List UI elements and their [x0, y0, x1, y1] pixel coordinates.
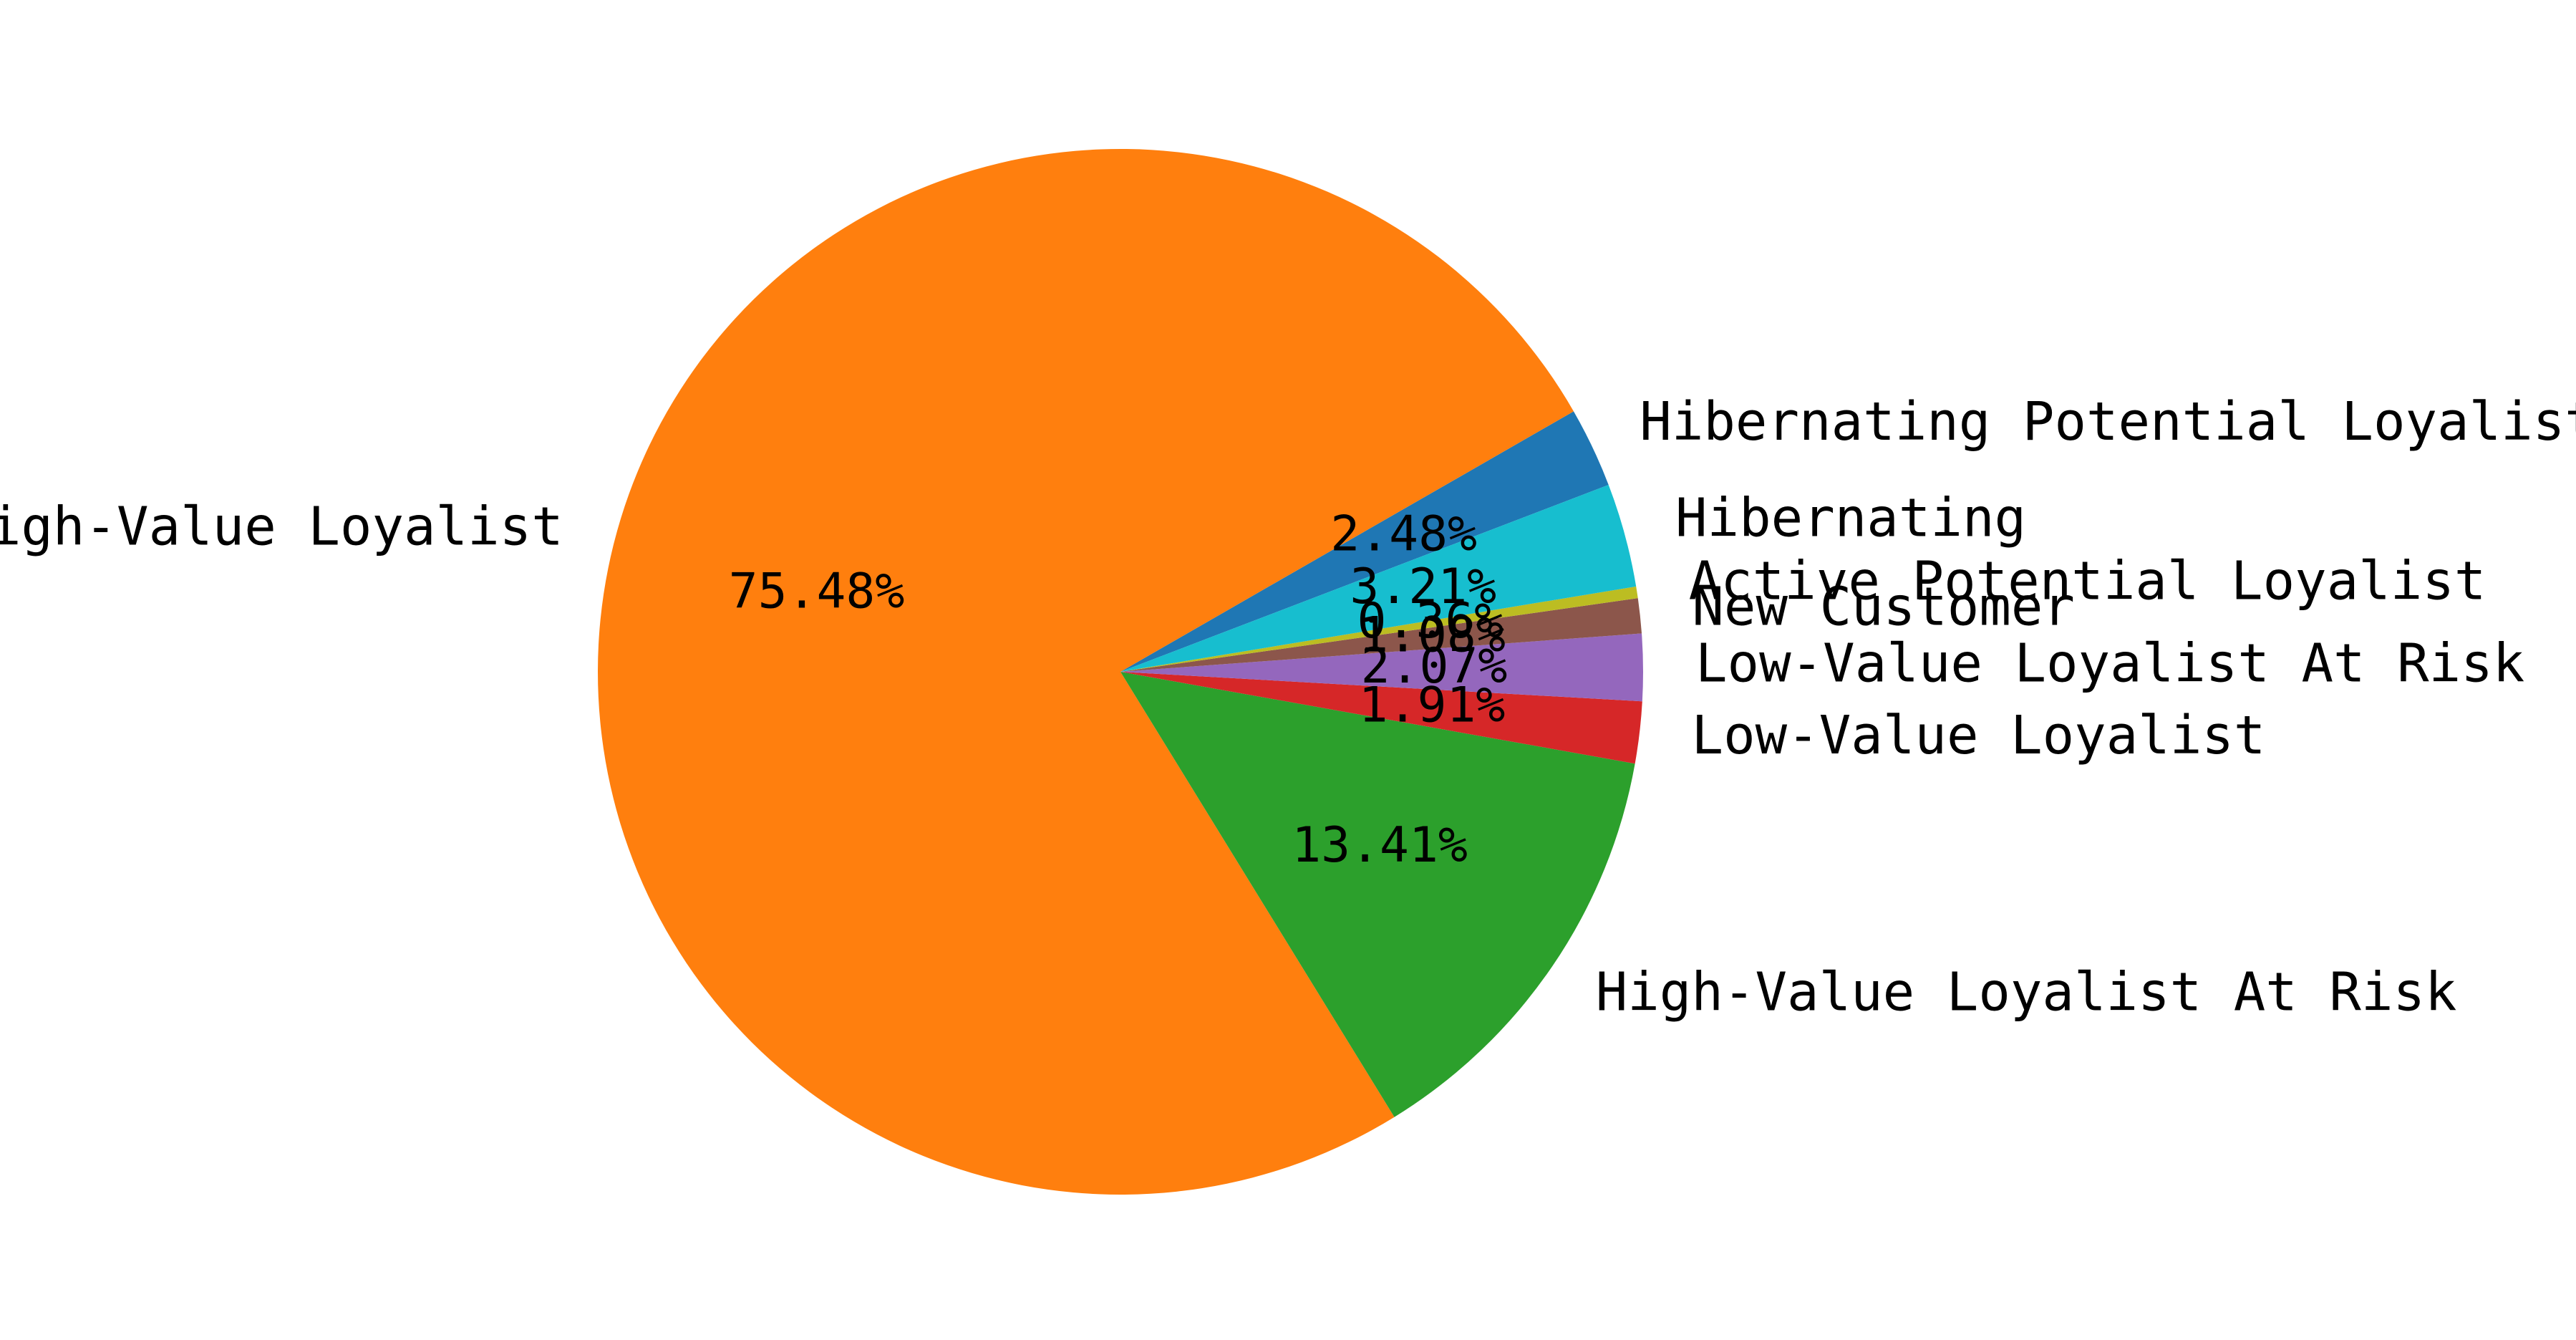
pct-label-hibernating: 3.21% [1350, 559, 1496, 615]
pct-label-high-value-loyalist: 75.48% [729, 564, 905, 620]
slice-label-low-value-loyalist-at-risk: Low-Value Loyalist At Risk [1695, 633, 2524, 695]
pct-label-hibernating-potential-loyalist: 2.48% [1330, 506, 1477, 563]
slice-label-hibernating-potential-loyalist: Hibernating Potential Loyalist [1640, 391, 2576, 453]
slice-label-active-potential-loyalist: Active Potential Loyalist [1689, 550, 2487, 612]
slice-label-high-value-loyalist-at-risk: High-Value Loyalist At Risk [1596, 962, 2457, 1023]
slice-label-high-value-loyalist: High-Value Loyalist [0, 496, 563, 558]
pct-label-high-value-loyalist-at-risk: 13.41% [1292, 817, 1468, 874]
slice-label-low-value-loyalist: Low-Value Loyalist [1692, 705, 2266, 766]
slice-label-hibernating: Hibernating [1675, 487, 2026, 549]
